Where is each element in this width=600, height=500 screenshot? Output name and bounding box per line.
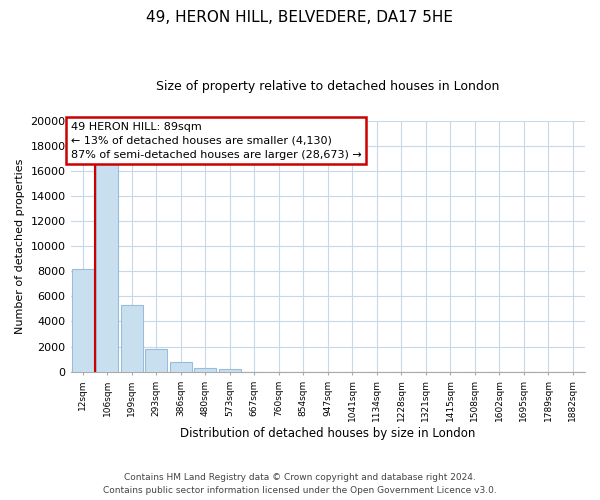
Y-axis label: Number of detached properties: Number of detached properties (15, 158, 25, 334)
Title: Size of property relative to detached houses in London: Size of property relative to detached ho… (156, 80, 499, 93)
Text: Contains HM Land Registry data © Crown copyright and database right 2024.
Contai: Contains HM Land Registry data © Crown c… (103, 474, 497, 495)
Bar (194, 368, 217, 372)
Bar (145, 349, 167, 372)
Bar (170, 362, 192, 372)
Bar (121, 305, 143, 372)
Bar (219, 369, 241, 372)
Text: 49 HERON HILL: 89sqm
← 13% of detached houses are smaller (4,130)
87% of semi-de: 49 HERON HILL: 89sqm ← 13% of detached h… (71, 122, 361, 160)
Bar (96, 163, 118, 372)
X-axis label: Distribution of detached houses by size in London: Distribution of detached houses by size … (180, 427, 475, 440)
Text: 49, HERON HILL, BELVEDERE, DA17 5HE: 49, HERON HILL, BELVEDERE, DA17 5HE (146, 10, 454, 25)
Bar (72, 268, 94, 372)
